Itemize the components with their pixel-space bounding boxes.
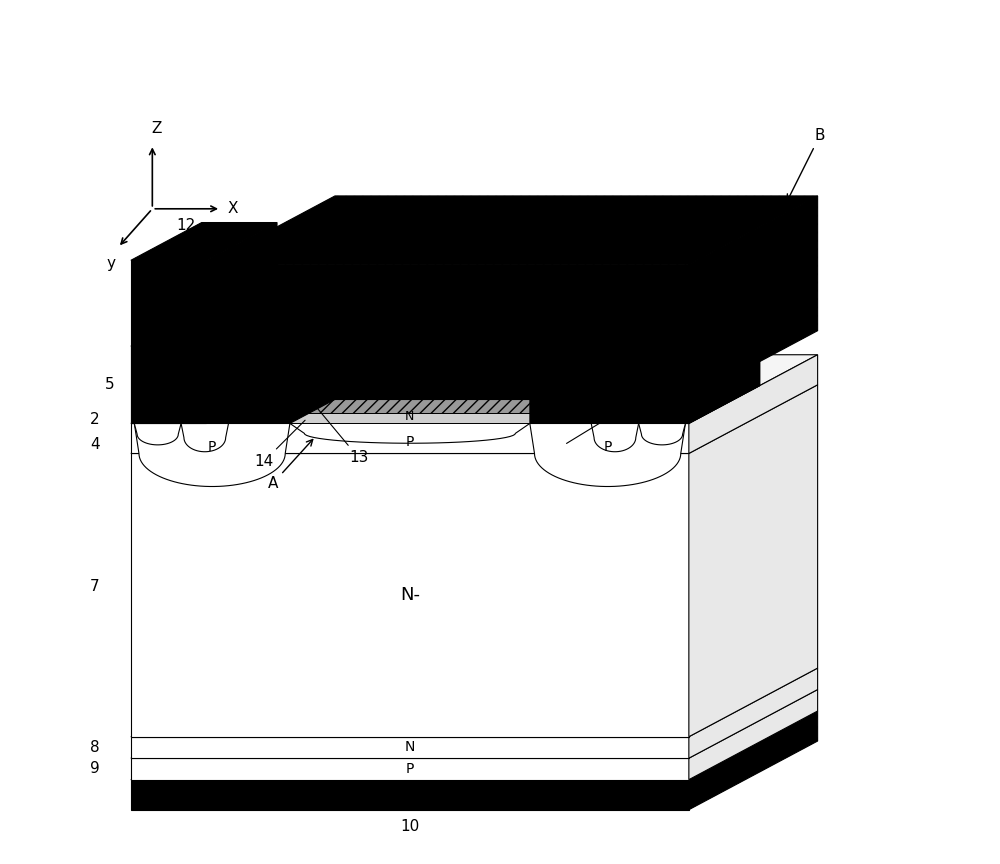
- Polygon shape: [530, 346, 689, 423]
- Polygon shape: [131, 423, 689, 454]
- Polygon shape: [206, 196, 818, 264]
- Text: 1: 1: [164, 352, 173, 366]
- Polygon shape: [689, 308, 760, 423]
- Text: P: P: [603, 440, 612, 454]
- Polygon shape: [131, 779, 689, 810]
- Text: P+: P+: [147, 410, 165, 423]
- Polygon shape: [131, 737, 689, 759]
- Polygon shape: [290, 331, 659, 399]
- Text: 13: 13: [317, 409, 368, 465]
- Text: 6: 6: [363, 214, 409, 258]
- Polygon shape: [131, 384, 818, 454]
- Text: 5: 5: [105, 378, 114, 392]
- Text: P: P: [406, 762, 414, 776]
- Text: 9: 9: [90, 761, 100, 777]
- Text: N+: N+: [605, 409, 625, 422]
- Text: N: N: [405, 410, 415, 423]
- Text: B: B: [787, 129, 825, 200]
- Polygon shape: [131, 759, 689, 779]
- Polygon shape: [131, 346, 290, 423]
- Polygon shape: [131, 668, 818, 737]
- Polygon shape: [290, 399, 530, 413]
- Polygon shape: [134, 423, 181, 445]
- Polygon shape: [290, 308, 361, 423]
- Text: 11: 11: [268, 214, 319, 258]
- Text: P+: P+: [655, 410, 673, 423]
- Text: P: P: [208, 440, 216, 454]
- Polygon shape: [206, 223, 277, 423]
- Polygon shape: [131, 711, 818, 779]
- Polygon shape: [689, 308, 760, 423]
- Text: A: A: [268, 440, 313, 491]
- Text: P: P: [406, 435, 414, 449]
- Polygon shape: [689, 355, 818, 454]
- Polygon shape: [290, 423, 530, 443]
- Text: Z: Z: [151, 121, 162, 136]
- Polygon shape: [689, 711, 818, 810]
- Polygon shape: [290, 345, 659, 413]
- Polygon shape: [639, 423, 685, 445]
- Polygon shape: [131, 454, 689, 737]
- Polygon shape: [131, 355, 818, 423]
- Polygon shape: [131, 308, 361, 346]
- Polygon shape: [530, 345, 659, 423]
- Polygon shape: [131, 223, 277, 260]
- Text: X: X: [228, 201, 238, 216]
- Polygon shape: [131, 260, 206, 423]
- Polygon shape: [530, 308, 760, 346]
- Polygon shape: [134, 423, 290, 486]
- Polygon shape: [689, 384, 818, 737]
- Text: 10: 10: [400, 819, 419, 835]
- Text: 2: 2: [90, 411, 100, 427]
- Text: N-: N-: [400, 586, 420, 604]
- Text: 14: 14: [255, 420, 305, 468]
- Text: 12: 12: [170, 219, 195, 266]
- Text: 7: 7: [90, 579, 100, 594]
- Text: 4: 4: [90, 437, 100, 453]
- Polygon shape: [530, 423, 685, 486]
- Text: N: N: [405, 740, 415, 754]
- Text: y: y: [107, 256, 116, 271]
- Text: N+: N+: [195, 409, 215, 422]
- Polygon shape: [689, 668, 818, 759]
- Polygon shape: [206, 264, 689, 399]
- Polygon shape: [131, 689, 818, 759]
- Polygon shape: [689, 689, 818, 779]
- Polygon shape: [181, 423, 229, 452]
- Polygon shape: [290, 413, 530, 423]
- Polygon shape: [689, 196, 818, 399]
- Text: 8: 8: [90, 740, 100, 755]
- Text: 3: 3: [567, 391, 646, 443]
- Polygon shape: [530, 331, 659, 413]
- Polygon shape: [591, 423, 639, 452]
